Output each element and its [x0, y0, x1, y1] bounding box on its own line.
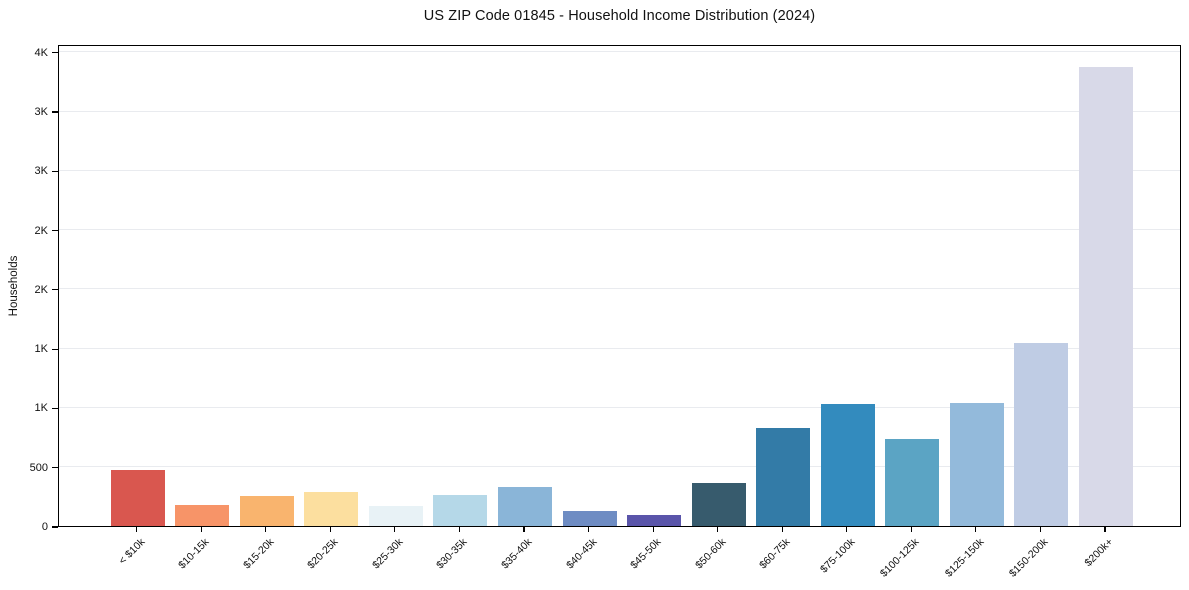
y-tick-mark [52, 467, 58, 469]
y-tick-mark [52, 526, 58, 528]
bar [1014, 343, 1069, 526]
x-tick-mark [652, 527, 654, 532]
x-tick-label: < $10k [116, 536, 148, 567]
gridline [59, 110, 1180, 112]
x-tick-mark [846, 527, 848, 532]
bar [1078, 67, 1133, 526]
x-tick-mark [394, 527, 396, 532]
y-tick-label: 3K [34, 105, 48, 118]
bar [627, 515, 682, 526]
x-tick-mark [458, 527, 461, 532]
bar [368, 506, 423, 526]
bar [304, 491, 359, 526]
gridline [59, 229, 1180, 231]
bar [175, 505, 230, 526]
y-tick-label: 1K [34, 343, 48, 356]
chart-title: US ZIP Code 01845 - Household Income Dis… [423, 8, 816, 24]
gridline [59, 406, 1180, 408]
y-tick-label: 4K [34, 46, 48, 59]
x-tick-mark [975, 527, 977, 532]
y-tick-mark [52, 229, 58, 232]
gridline [59, 169, 1180, 171]
bar [239, 496, 294, 526]
y-tick-label: 2K [34, 224, 48, 237]
y-tick-mark [52, 407, 58, 409]
x-tick-mark [265, 527, 267, 532]
plot-area [58, 45, 1181, 527]
x-tick-mark [781, 527, 783, 532]
x-tick-mark [200, 527, 202, 532]
y-tick-label: 0 [41, 521, 48, 533]
x-tick-mark [717, 527, 719, 532]
gridline [59, 466, 1180, 468]
bar [756, 428, 811, 526]
x-tick-mark [587, 527, 590, 532]
bar [110, 470, 165, 526]
bar [820, 403, 875, 526]
bar [949, 403, 1004, 526]
gridline [59, 51, 1180, 53]
bar [433, 494, 488, 526]
y-tick-label: 1K [34, 402, 48, 415]
y-tick-mark [52, 111, 58, 113]
y-tick-label: 2K [34, 283, 48, 296]
bar [885, 439, 940, 526]
bar [691, 483, 746, 526]
x-tick-mark [523, 527, 525, 532]
y-tick-mark [52, 170, 58, 172]
x-tick-mark [136, 527, 138, 532]
x-tick-mark [1039, 527, 1041, 532]
gridline [59, 288, 1180, 290]
x-tick-mark [910, 527, 912, 532]
y-tick-label: 500 [29, 461, 48, 474]
y-tick-mark [52, 348, 58, 350]
y-tick-mark [52, 289, 58, 291]
x-tick-mark [1104, 527, 1106, 532]
x-tick-mark [329, 527, 331, 532]
gridline [59, 347, 1180, 349]
bar [562, 511, 617, 526]
y-tick-mark [52, 52, 58, 54]
bar [498, 486, 552, 526]
y-tick-label: 3K [34, 165, 48, 178]
